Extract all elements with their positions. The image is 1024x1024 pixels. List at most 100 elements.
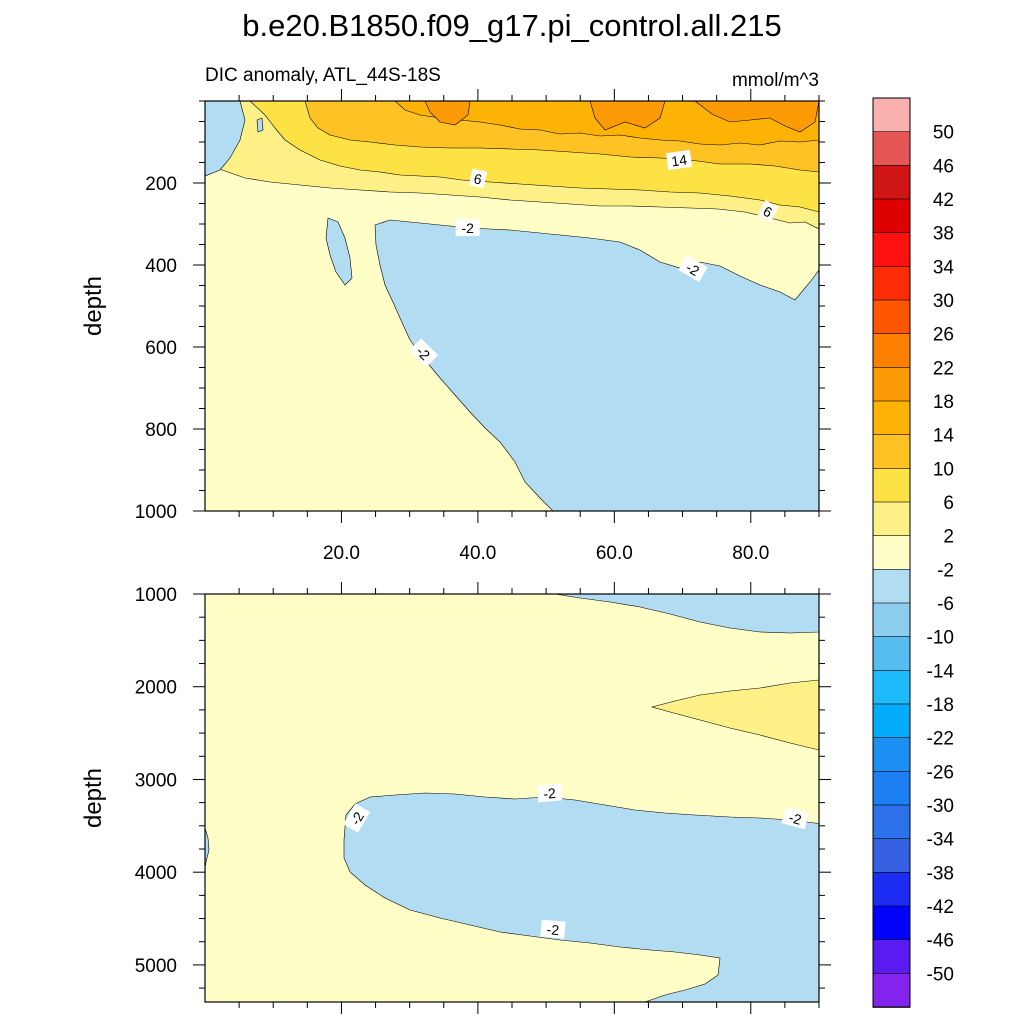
bottom-ylabel: depth — [80, 768, 107, 828]
colorbar-label: -6 — [937, 594, 954, 615]
fill-band-18-22-c — [694, 101, 819, 133]
fill-band-neg6-neg2-small — [325, 217, 353, 286]
bottom-contour-label: -2 — [540, 919, 566, 939]
bottom-ytick-label: 2000 — [135, 678, 177, 699]
colorbar-swatch — [872, 737, 911, 773]
top-ytick-label: 400 — [145, 256, 177, 277]
fill-band-neg6-neg2-leftedge — [205, 827, 210, 869]
top-xtick-label: 80.0 — [732, 543, 769, 564]
colorbar-label: -38 — [927, 863, 954, 884]
colorbar-swatch — [872, 266, 911, 301]
top-xtick-label: 40.0 — [459, 543, 496, 564]
colorbar-swatch — [872, 602, 911, 638]
fill-band-18-22-a — [424, 101, 471, 126]
svg-text:14: 14 — [670, 151, 688, 169]
top-xtick-label: 20.0 — [323, 543, 360, 564]
colorbar-label: -26 — [927, 762, 954, 783]
colorbar: 50 46 42 38 34 30 26 22 18 14 10 6 2 -2 -6 -10 -14 -18 -22… — [872, 97, 955, 1008]
colorbar-frame — [872, 97, 911, 1008]
top-subtitle-left: DIC anomaly, ATL_44S-18S — [205, 65, 441, 86]
colorbar-swatch — [872, 973, 911, 1008]
colorbar-swatch — [872, 939, 911, 975]
colorbar-swatch — [872, 872, 911, 907]
bottom-ytick-label: 5000 — [135, 956, 177, 977]
colorbar-label: 22 — [933, 358, 954, 379]
top-ytick-label: 1000 — [135, 502, 177, 523]
fill-band-neg6-neg2-corner — [205, 101, 246, 177]
top-xtick-label: 60.0 — [596, 543, 633, 564]
colorbar-swatch — [872, 232, 911, 268]
colorbar-label: -34 — [927, 830, 955, 851]
bottom-ticks: 1000 2000 3000 4000 5000 — [135, 582, 831, 1014]
bottom-contour-fills — [205, 594, 819, 1002]
bottom-ytick-label: 1000 — [135, 585, 177, 606]
bottom-contour-label: -2 — [343, 803, 371, 833]
top-contour-label: -2 — [409, 338, 439, 368]
top-panel: DIC anomaly, ATL_44S-18S mmol/m^3 14 6 6 -2… — [80, 65, 831, 564]
colorbar-label: -18 — [927, 695, 954, 716]
colorbar-swatch — [872, 299, 911, 335]
colorbar-label: 18 — [933, 392, 954, 413]
colorbar-swatch — [872, 367, 911, 402]
top-subtitle-right: mmol/m^3 — [732, 70, 819, 91]
colorbar-swatch — [872, 703, 911, 739]
colorbar-label: -14 — [927, 661, 955, 682]
svg-text:-2: -2 — [461, 220, 474, 236]
top-ticks: 200 400 600 800 1000 20.0 40.0 60.0 80.0 — [135, 89, 831, 564]
top-ytick-label: 600 — [145, 338, 177, 359]
colorbar-label: 38 — [933, 224, 954, 245]
svg-text:6: 6 — [472, 170, 483, 187]
top-contour-fills — [205, 101, 819, 511]
fill-band-2-6 — [650, 679, 819, 751]
bottom-ytick-label: 3000 — [135, 770, 177, 791]
colorbar-label: 34 — [933, 257, 955, 278]
figure-title: b.e20.B1850.f09_g17.pi_control.all.215 — [242, 8, 782, 43]
colorbar-swatch — [872, 400, 911, 436]
colorbar-label: 46 — [933, 156, 954, 177]
colorbar-label: 10 — [933, 459, 954, 480]
colorbar-label: 30 — [933, 291, 954, 312]
svg-text:-2: -2 — [546, 921, 560, 938]
colorbar-swatch — [872, 131, 911, 167]
bottom-contour-labels: -2 -2 -2 -2 — [343, 783, 810, 939]
colorbar-swatch — [872, 771, 911, 806]
colorbar-label: 50 — [933, 123, 954, 144]
bottom-contour-label: -2 — [781, 806, 810, 830]
top-contour-label: -2 — [678, 255, 708, 283]
colorbar-label: -22 — [927, 729, 954, 750]
colorbar-label: -42 — [927, 897, 954, 918]
colorbar-label: 2 — [943, 527, 954, 548]
top-ylabel: depth — [80, 276, 107, 336]
fill-band-neg6-neg2-top — [554, 594, 819, 634]
colorbar-label: -2 — [937, 560, 954, 581]
svg-text:-2: -2 — [543, 785, 557, 802]
colorbar-label: 6 — [943, 493, 954, 514]
colorbar-label: -10 — [927, 628, 954, 649]
colorbar-swatch — [872, 165, 911, 200]
colorbar-swatch — [872, 468, 911, 503]
top-contour-label: 6 — [468, 168, 488, 189]
colorbar-swatch — [872, 198, 911, 234]
fill-band-neg6-neg2-tongue — [343, 792, 819, 1002]
colorbar-label: 14 — [933, 426, 955, 447]
top-contour-label: 14 — [666, 149, 693, 171]
colorbar-label: -30 — [927, 796, 954, 817]
fill-band-18-22-b — [589, 101, 666, 131]
colorbar-swatch — [872, 905, 911, 941]
top-contour-label: -2 — [455, 219, 480, 237]
bottom-contour-label: -2 — [536, 783, 563, 803]
colorbar-swatch — [872, 838, 911, 874]
svg-text:-2: -2 — [787, 809, 803, 828]
fill-band-neg6-neg2-speck — [256, 117, 264, 133]
colorbar-swatch — [872, 434, 911, 470]
colorbar-label: -50 — [927, 964, 954, 985]
colorbar-swatch — [872, 333, 911, 369]
top-ytick-label: 200 — [145, 174, 177, 195]
top-ytick-label: 800 — [145, 420, 177, 441]
colorbar-swatch — [872, 670, 911, 705]
colorbar-swatch — [872, 804, 911, 840]
colorbar-label: -46 — [927, 931, 954, 952]
top-contour-labels: 14 6 6 -2 -2 -2 — [409, 149, 779, 368]
colorbar-swatch — [872, 501, 911, 537]
